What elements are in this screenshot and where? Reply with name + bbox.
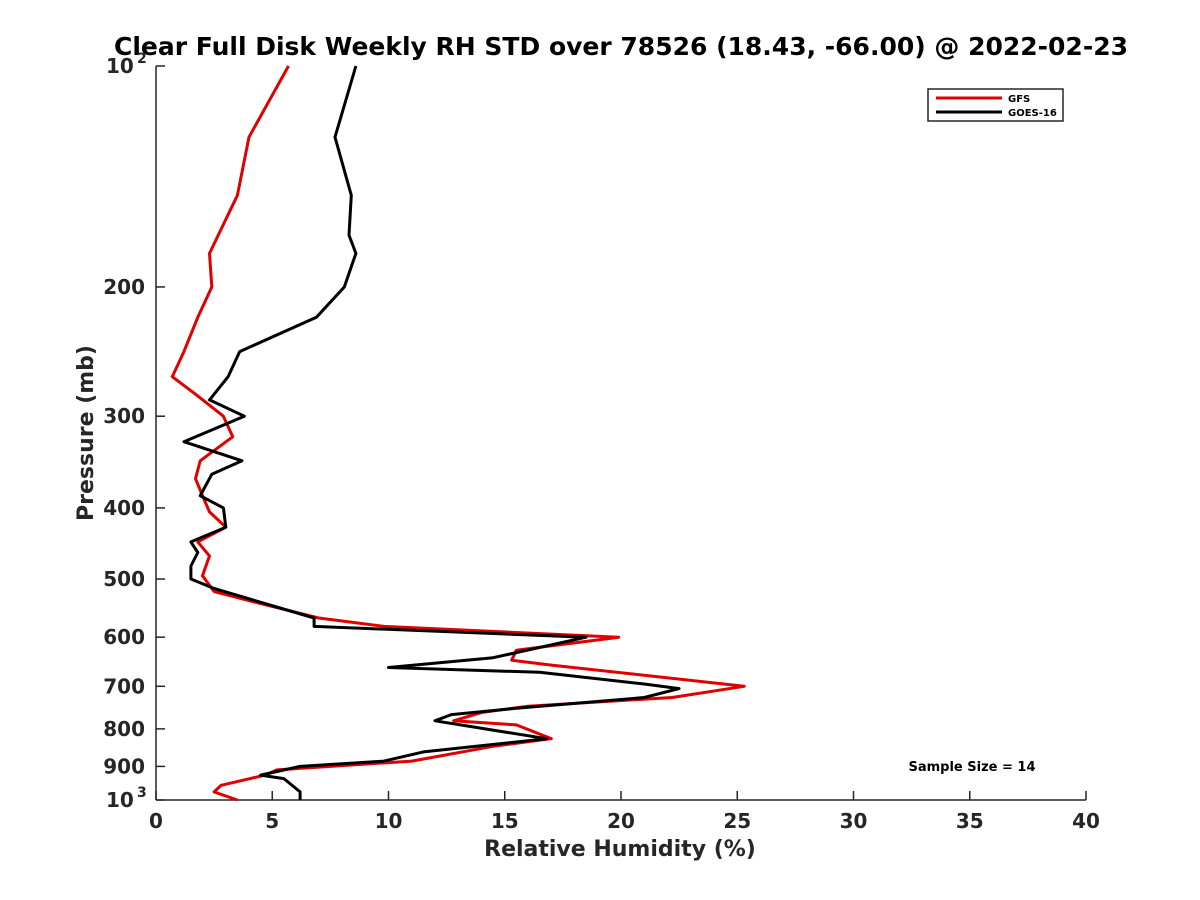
x-tick-label: 30 xyxy=(840,809,868,833)
series-line-goes-16 xyxy=(182,65,681,800)
x-tick-label: 35 xyxy=(956,809,984,833)
x-axis-label: Relative Humidity (%) xyxy=(484,837,756,862)
y-tick-label: 10 xyxy=(106,54,134,78)
x-tick-label: 10 xyxy=(375,809,403,833)
x-tick-label: 40 xyxy=(1072,809,1100,833)
legend-label: GOES-16 xyxy=(1008,108,1057,119)
y-tick-exponent: 2 xyxy=(137,51,147,67)
y-tick-label: 600 xyxy=(103,625,145,649)
x-tick-label: 20 xyxy=(607,809,635,833)
legend: GFS GOES-16 xyxy=(927,88,1064,122)
series-line-gfs xyxy=(170,65,746,802)
y-tick-label: 10 xyxy=(106,788,134,812)
y-tick-label: 300 xyxy=(103,404,145,428)
x-tick-label: 25 xyxy=(723,809,751,833)
plot-frame xyxy=(155,66,1086,801)
y-axis-label: Pressure (mb) xyxy=(74,345,99,521)
x-tick-label: 0 xyxy=(149,809,163,833)
legend-box xyxy=(927,88,1064,122)
y-tick-label: 800 xyxy=(103,717,145,741)
series-layer xyxy=(170,65,746,802)
x-tick-label: 15 xyxy=(491,809,519,833)
y-tick-label: 200 xyxy=(103,275,145,299)
legend-label: GFS xyxy=(1008,94,1030,105)
y-tick-label: 900 xyxy=(103,754,145,778)
x-tick-label: 5 xyxy=(265,809,279,833)
y-tick-label: 500 xyxy=(103,567,145,591)
chart-title: Clear Full Disk Weekly RH STD over 78526… xyxy=(114,32,1128,61)
y-tick-label: 700 xyxy=(103,674,145,698)
x-axis: 0 5 10 15 20 25 30 35 40 xyxy=(149,791,1100,833)
sample-size-note: Sample Size = 14 xyxy=(908,760,1035,775)
y-tick-label: 400 xyxy=(103,496,145,520)
y-tick-exponent: 3 xyxy=(137,785,147,801)
